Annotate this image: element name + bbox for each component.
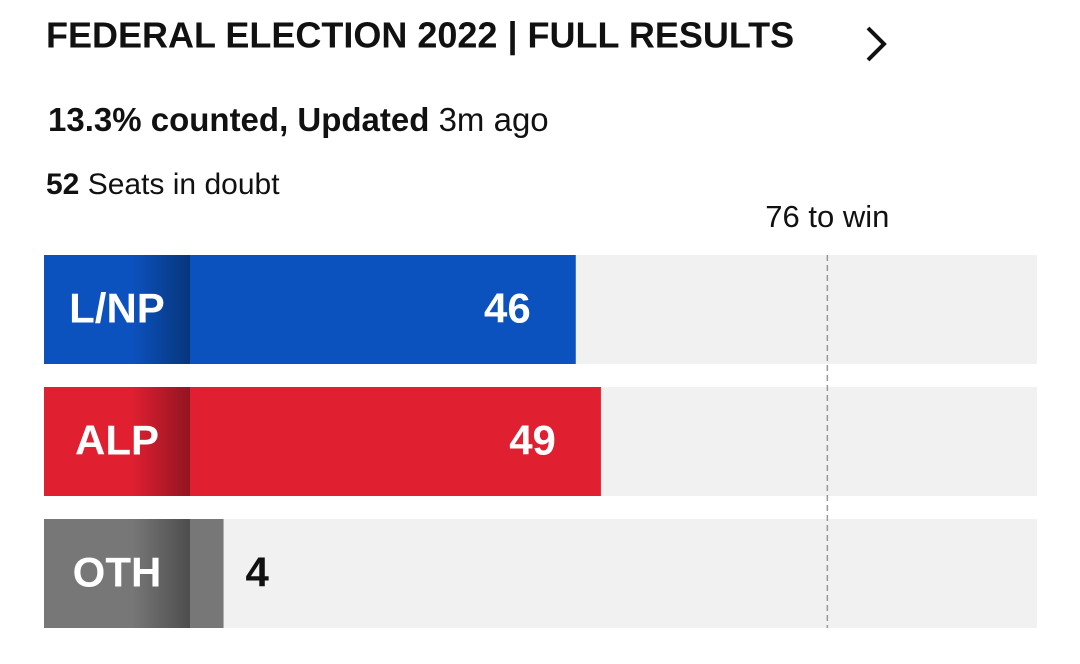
- chevron[interactable]: [866, 26, 887, 62]
- counted: 13.3% counted, Updated: [48, 101, 429, 138]
- updated: 3m ago: [439, 101, 549, 138]
- party-label: L/NP: [69, 285, 165, 332]
- chart-title[interactable]: FEDERAL ELECTION 2022 | FULL RESULTS: [46, 15, 794, 57]
- doubt-count: 52: [46, 168, 79, 201]
- target-label: 76 to win: [765, 199, 889, 234]
- party-box-shade: [44, 519, 190, 628]
- value-label: 49: [509, 417, 556, 464]
- value-label: 46: [484, 285, 531, 332]
- party-label: ALP: [75, 417, 159, 464]
- count-status: 13.3% counted, Updated 3m ago: [48, 101, 549, 138]
- track: [190, 519, 1037, 628]
- doubt-text: Seats in doubt: [88, 168, 280, 201]
- party-box-shade: [44, 255, 190, 364]
- doubt-status: 52 Seats in doubt: [46, 168, 280, 201]
- party-label: OTH: [73, 549, 162, 596]
- bar: [190, 387, 601, 496]
- bar: [190, 519, 224, 628]
- bar: [190, 255, 576, 364]
- value-label: 4: [246, 549, 270, 596]
- party-box-shade: [44, 387, 190, 496]
